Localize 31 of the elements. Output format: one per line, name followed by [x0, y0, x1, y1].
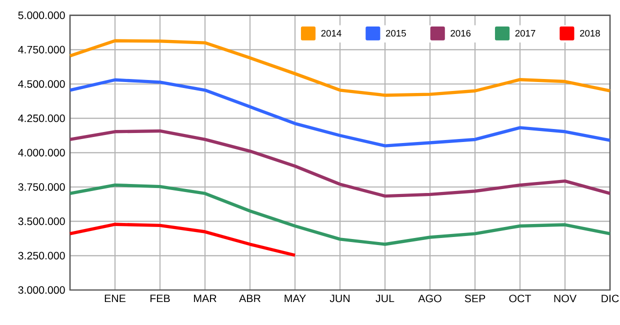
y-tick-label: 4.500.000 — [18, 80, 65, 88]
y-tick-label: 3.750.000 — [18, 183, 65, 191]
y-tick-label: 3.500.000 — [18, 218, 65, 226]
x-tick-label: MAR — [194, 294, 216, 302]
y-tick-label: 3.000.000 — [18, 286, 65, 294]
y-tick-label: 4.000.000 — [18, 148, 65, 156]
x-tick-label: NOV — [554, 294, 577, 302]
x-tick-label: MAY — [284, 294, 306, 302]
x-tick-label: ABR — [239, 294, 260, 302]
y-tick-label: 4.750.000 — [18, 46, 65, 54]
x-tick-label: AGO — [418, 294, 442, 302]
line-series — [68, 129, 612, 198]
y-tick-label: 3.250.000 — [18, 252, 65, 260]
legend-label: 2018 — [580, 30, 600, 37]
legend-label: 2017 — [515, 30, 536, 37]
line-series — [68, 39, 612, 97]
x-tick-label: FEB — [150, 294, 170, 302]
x-tick-label: OCT — [509, 294, 532, 302]
x-tick-label: SEP — [464, 294, 486, 302]
x-tick-label: ENE — [104, 294, 126, 302]
line-series — [68, 78, 612, 148]
legend-label: 2016 — [450, 30, 471, 37]
x-tick-label: DIC — [602, 294, 619, 302]
line-series — [68, 222, 297, 257]
x-tick-label: JUN — [330, 294, 350, 302]
legend-label: 2014 — [321, 30, 342, 37]
y-tick-label: 4.250.000 — [18, 114, 65, 122]
line-series — [68, 183, 612, 246]
legend-label: 2015 — [386, 30, 406, 37]
y-tick-label: 5.000.000 — [18, 12, 65, 20]
x-tick-label: JUL — [376, 294, 394, 302]
